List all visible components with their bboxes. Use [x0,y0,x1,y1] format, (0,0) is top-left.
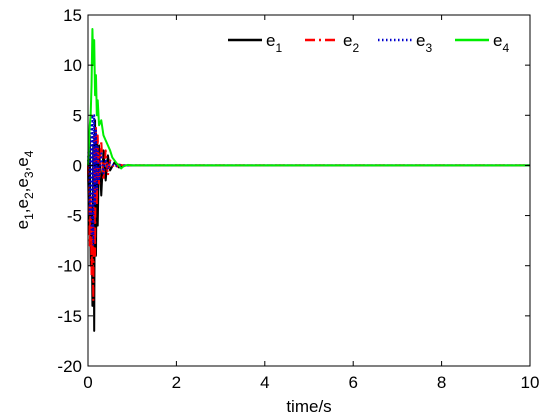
y-label-subscript: 2 [22,192,36,199]
legend-label-e2: e2 [343,31,359,55]
y-tick-label: -20 [57,357,82,376]
y-label-subscript: 4 [22,150,36,157]
x-tick-label: 4 [260,373,269,392]
plot-frame [87,14,531,367]
series-line-e4 [87,28,530,170]
x-tick-label: 8 [437,373,446,392]
legend-label-e4: e4 [493,31,509,55]
y-label-subscript: 3 [22,171,36,178]
x-tick-label: 10 [521,373,540,392]
x-axis-ticks: 0 2 4 6 8 10 [83,15,539,392]
y-axis-label: e1​,e2​,e3​,e4​ [13,150,36,229]
y-label-base: ,e [13,157,32,171]
x-tick-label: 0 [83,373,92,392]
y-tick-label: -15 [57,307,82,326]
y-tick-label: 15 [63,6,82,25]
legend-label-e3: e3 [416,31,432,55]
legend: e1 e2 e3 e4 [228,31,509,55]
x-tick-label: 6 [348,373,357,392]
y-axis-ticks: 15 10 5 0 -5 -10 -15 -20 [57,6,530,376]
y-label-subscript: 1 [22,213,36,220]
y-label-base: ,e [13,199,32,213]
x-tick-label: 2 [172,373,181,392]
y-tick-label: -10 [57,257,82,276]
y-label-base: ,e [13,178,32,192]
x-axis-label: time/s [286,397,331,416]
y-tick-label: 0 [73,156,82,175]
y-label-base: e [13,220,32,229]
y-tick-label: 10 [63,56,82,75]
legend-label-e1: e1 [266,31,282,55]
y-tick-label: -5 [67,207,82,226]
plot-lines [87,28,530,332]
y-tick-label: 5 [73,106,82,125]
